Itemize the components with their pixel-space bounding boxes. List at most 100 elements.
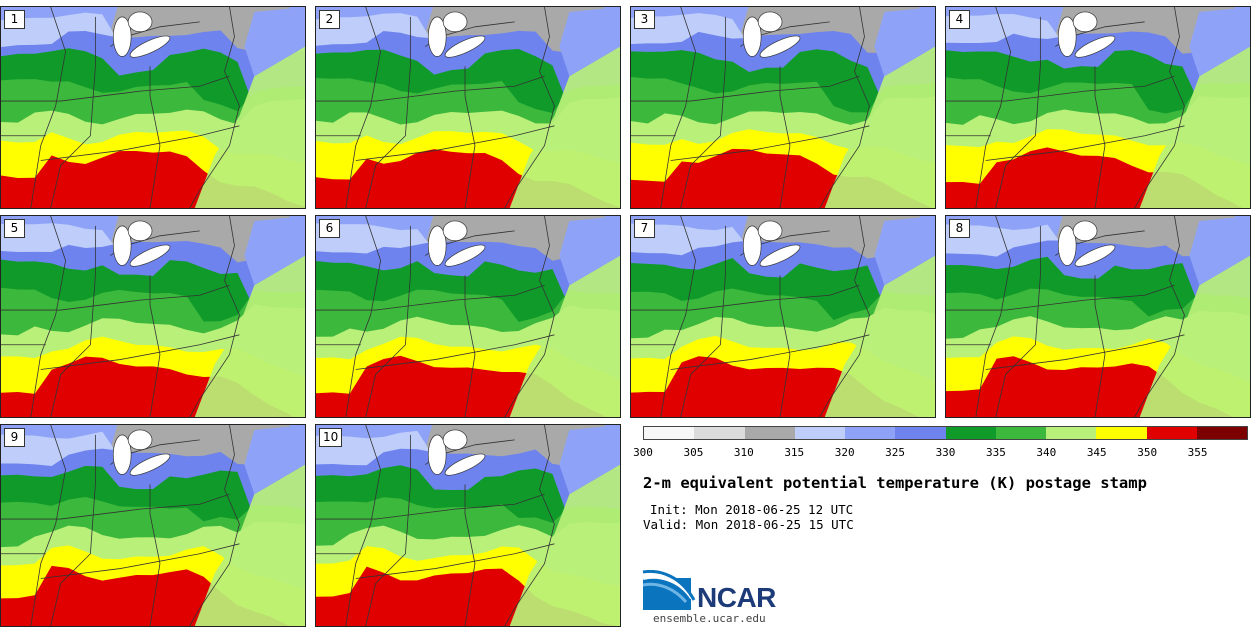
ocean-region-north [244,216,305,286]
theta-e-map [316,425,620,626]
boundary-line [464,275,476,417]
colorbar-tick-label: 345 [1086,446,1107,459]
boundary-line [40,543,240,579]
member-panel-2: 2 [315,6,621,209]
boundary-line [345,425,381,626]
ocean-region-north [1189,7,1250,77]
boundary-line [355,543,555,579]
boundary-line [504,7,555,208]
member-number-label: 8 [949,219,970,238]
colorbar-swatch [1196,427,1247,439]
member-number-label: 3 [634,10,655,29]
colorbar-swatch [1146,427,1197,439]
boundary-line [345,216,381,417]
lake-huron [442,220,468,242]
ocean-region [194,464,305,626]
lake-huron [1072,220,1098,242]
boundary-line [355,125,555,161]
ocean-region-north [559,216,620,286]
website-url: ensemble.ucar.edu [653,612,766,625]
colorbar-tick-label: 300 [633,446,653,459]
lake-erie [129,453,171,476]
colorbar-tick-label: 315 [784,446,805,459]
boundary-line [1,493,230,520]
boundary-line [50,225,96,417]
colorbar-swatch [1046,427,1097,439]
colorbar-swatch [845,427,896,439]
boundary-line [779,275,791,417]
colorbar-tick-label: 310 [733,446,754,459]
boundary-line [631,75,860,102]
boundary-line [50,16,96,208]
colorbar-swatch [945,427,996,439]
boundary-line [40,125,240,161]
lake-michigan [427,16,447,57]
member-number-label: 7 [634,219,655,238]
theta-e-map [1,425,305,626]
boundary-line [670,334,870,370]
lake-huron [757,220,783,242]
boundary-line [819,7,870,208]
colorbar-swatch [694,427,745,439]
boundary-line [464,484,476,626]
colorbar-tick-label: 350 [1137,446,1158,459]
boundary-line [365,16,411,208]
colorbar-tick-label: 335 [985,446,1006,459]
ocean-region [1139,46,1250,208]
member-number-label: 2 [319,10,340,29]
boundary-line [660,216,696,417]
colorbar-swatch [995,427,1046,439]
boundary-line [50,434,96,626]
boundary-line [30,7,66,208]
lake-huron [127,220,153,242]
boundary-line [670,125,870,161]
member-number-label: 10 [319,428,343,447]
boundary-line [985,125,1185,161]
boundary-line [946,75,1175,102]
lake-erie [444,453,486,476]
boundary-line [660,7,696,208]
lake-erie [1074,35,1116,58]
theta-e-map [316,216,620,417]
ocean-region [509,46,620,208]
boundary-line [985,334,1185,370]
member-panel-3: 3 [630,6,936,209]
boundary-line [1,284,230,311]
ocean-region [194,255,305,417]
member-panel-9: 9 [0,424,306,627]
figure-title: 2-m equivalent potential temperature (K)… [643,474,1147,492]
ocean-region [824,46,935,208]
colorbar-tick-label: 320 [834,446,855,459]
lake-erie [129,244,171,267]
lake-michigan [112,225,132,266]
member-number-label: 9 [4,428,25,447]
ocean-region-north [559,425,620,495]
boundary-line [149,484,161,626]
boundary-line [316,75,545,102]
boundary-line [680,16,726,208]
theta-e-map [631,216,935,417]
boundary-line [345,7,381,208]
lake-huron [757,11,783,33]
member-panel-8: 8 [945,215,1251,418]
boundary-line [504,216,555,417]
member-panel-6: 6 [315,215,621,418]
colorbar-tick-label: 340 [1036,446,1057,459]
lake-huron [127,11,153,33]
member-panel-4: 4 [945,6,1251,209]
member-number-label: 4 [949,10,970,29]
boundary-line [30,216,66,417]
boundary-line [975,216,1011,417]
lake-erie [129,35,171,58]
lake-huron [1072,11,1098,33]
ocean-region [1139,255,1250,417]
lake-michigan [1057,16,1077,57]
boundary-line [189,216,240,417]
lake-erie [759,35,801,58]
lake-michigan [112,434,132,475]
boundary-line [355,334,555,370]
ocean-region-north [244,7,305,77]
ncar-logo-text: NCAR [697,582,776,613]
colorbar-swatch [644,427,695,439]
boundary-line [1134,7,1185,208]
